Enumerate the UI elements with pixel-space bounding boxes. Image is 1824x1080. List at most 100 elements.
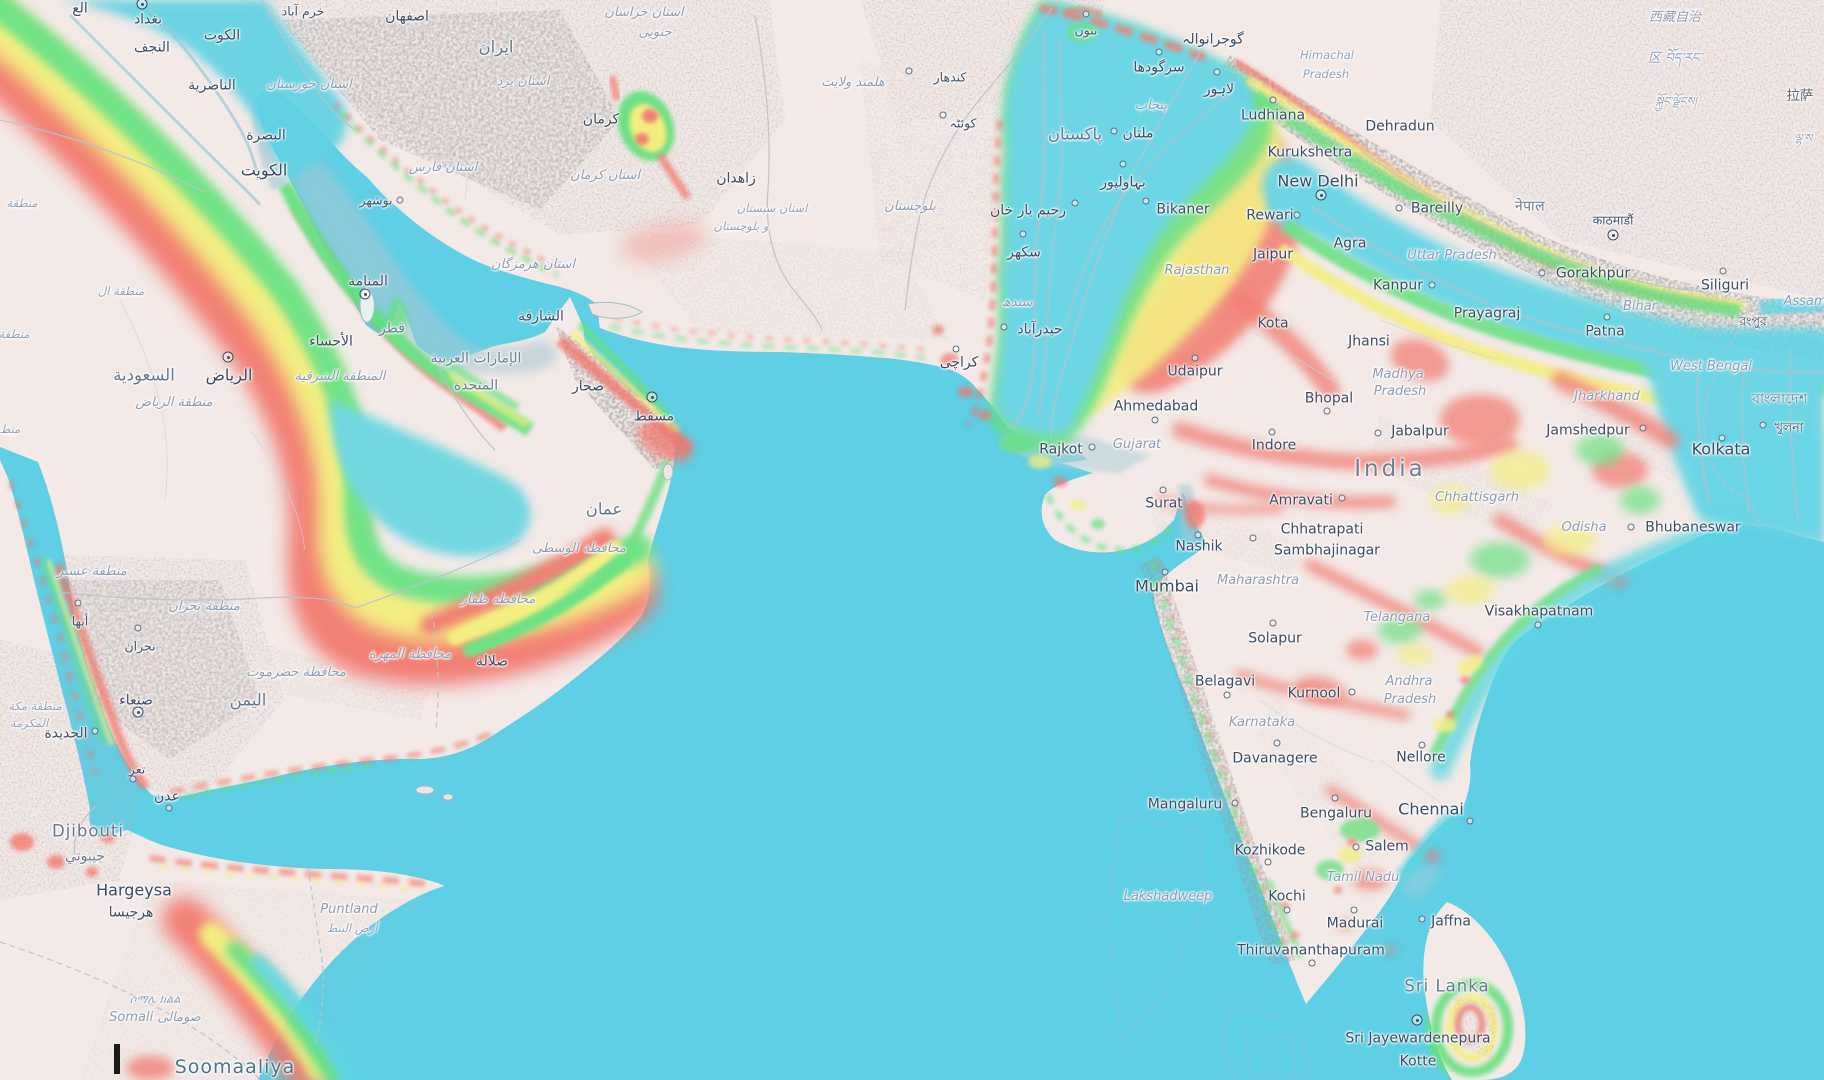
city-marker	[134, 624, 142, 632]
capital-marker	[222, 351, 234, 363]
city-marker	[74, 599, 82, 607]
map-label: Chhatrapati	[1280, 521, 1364, 538]
map-label: Salem	[1365, 838, 1409, 855]
map-label: Sri Jayewardenepura	[1345, 1030, 1491, 1047]
map-label: الكويت	[240, 160, 288, 180]
city-marker	[1418, 915, 1426, 923]
map-label: Bareilly	[1410, 200, 1464, 217]
city-marker	[1268, 428, 1276, 436]
city-marker	[1718, 434, 1726, 442]
map-label: منطقة عسير	[57, 564, 127, 580]
map-label: Rewari	[1246, 207, 1294, 224]
map-label: استان کرمان	[570, 168, 640, 184]
map-label: Amravati	[1269, 492, 1333, 509]
map-label: و بلوچستان	[713, 218, 769, 233]
city-marker	[1273, 739, 1281, 747]
map-label: Chennai	[1398, 799, 1464, 819]
map-label: حیدرآباد	[1017, 321, 1063, 338]
map-label: Gorakhpur	[1555, 265, 1631, 282]
map-label: منطقة	[6, 195, 38, 210]
map-label: Kotte	[1399, 1053, 1437, 1070]
map-label: المتحدة	[453, 377, 499, 394]
map-label: سکھر	[1007, 244, 1041, 261]
map-label: المنامة	[348, 273, 388, 290]
city-marker	[1331, 794, 1339, 802]
map-label: صحار	[572, 378, 604, 395]
capital-marker	[359, 288, 371, 300]
city-marker	[1338, 494, 1346, 502]
map-label: استان فارس	[408, 160, 478, 176]
map-label: منطقة مكة	[8, 698, 62, 713]
city-marker	[1283, 906, 1291, 914]
capital-marker	[1411, 1014, 1423, 1026]
city-marker	[1308, 959, 1316, 967]
city-marker	[1374, 429, 1382, 437]
map-label: أرض البنط	[326, 920, 378, 935]
map-label: الشارقة	[518, 308, 564, 325]
map-label: محافظة ظفار	[460, 592, 536, 608]
map-label: Tamil Nadu	[1326, 870, 1400, 886]
map-label: Kanpur	[1373, 277, 1423, 294]
map-label: الع	[72, 0, 88, 17]
map-label: بنوں	[1074, 22, 1098, 38]
map-label: منطقة	[0, 326, 30, 341]
map-label: اصفهان	[385, 8, 429, 25]
map-label: پنجاب	[1134, 98, 1168, 114]
admin-lines	[119, 39, 1501, 803]
city-marker	[1071, 199, 1079, 207]
map-label: منطقة ال	[97, 283, 145, 298]
map-label: قطر	[379, 320, 405, 337]
map-label: الكوت	[203, 27, 241, 44]
map-label: Hargeysa	[96, 880, 172, 900]
map-label: Kozhikode	[1234, 842, 1306, 859]
map-label: مسقط	[633, 408, 675, 425]
city-marker	[1151, 416, 1159, 424]
map-label: Gujarat	[1112, 437, 1162, 453]
map-label: Bengaluru	[1300, 805, 1372, 822]
map-label: Jhansi	[1348, 333, 1390, 350]
capital-marker	[136, 0, 148, 10]
map-label: Ludhiana	[1240, 107, 1306, 124]
city-marker	[1627, 523, 1635, 531]
map-label: Rajasthan	[1164, 263, 1230, 279]
map-label: Pradesh	[1373, 384, 1427, 400]
city-marker	[1639, 424, 1647, 432]
map-label: منط	[0, 421, 21, 436]
map-label: Rajkot	[1039, 441, 1083, 458]
small-islands	[415, 463, 674, 801]
map-label: الأحساء	[309, 333, 353, 350]
map-label: بلوچستان	[884, 199, 936, 215]
map-label: منطقة نجران	[168, 599, 240, 615]
map-label: Davanagere	[1232, 750, 1318, 767]
map-label: Thiruvananthapuram	[1237, 942, 1385, 959]
map-label: Patna	[1585, 323, 1625, 340]
city-marker	[1348, 688, 1356, 696]
city-marker	[1323, 407, 1331, 415]
city-marker	[1110, 127, 1118, 135]
map-label: ሶማሌ ክልል	[129, 991, 181, 1006]
map-label: بوشهر	[359, 192, 393, 208]
map-label: أبها	[71, 613, 89, 629]
map-label: Madurai	[1326, 915, 1384, 932]
city-marker	[1159, 486, 1167, 494]
map-label: الحديدة	[44, 725, 88, 742]
city-marker	[1231, 799, 1239, 807]
map-label: خرم آباد	[281, 3, 325, 19]
map-label: 拉萨	[1786, 87, 1814, 104]
map-label: Andhra	[1385, 674, 1433, 690]
map-label: بہاولپور	[1100, 174, 1146, 191]
map-label: སྐྱོང་ལྗོངས།	[1655, 93, 1697, 108]
map-label: Kurukshetra	[1267, 144, 1353, 161]
city-marker	[1466, 817, 1474, 825]
map-label: جيبوتي	[65, 848, 105, 865]
city-marker	[1142, 197, 1150, 205]
map-label: منطقة الرياض	[135, 395, 213, 411]
city-marker	[1395, 204, 1403, 212]
city-marker	[1191, 354, 1199, 362]
map-label: Telangana	[1363, 610, 1431, 626]
map-label: ایران	[478, 37, 514, 57]
map-label: المكرمة	[9, 715, 49, 730]
